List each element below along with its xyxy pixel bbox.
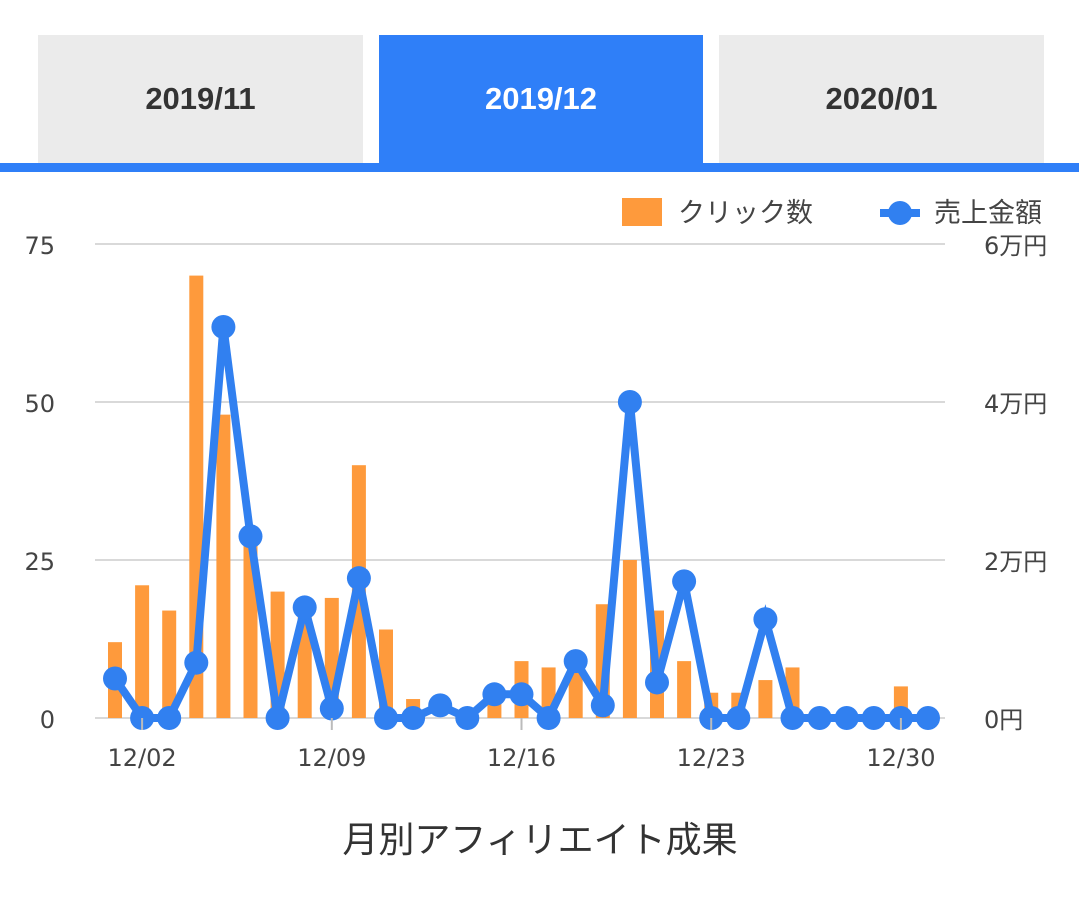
tab-2020-01[interactable]: 2020/01 [719, 35, 1044, 163]
sales-point [401, 706, 426, 730]
click-bar [216, 414, 231, 718]
x-tick-label: 12/16 [487, 744, 556, 772]
click-bar [758, 680, 773, 718]
sales-point [509, 682, 534, 707]
x-tick-label: 12/02 [108, 744, 177, 772]
click-bar [622, 560, 637, 718]
sales-point [916, 706, 940, 730]
sales-point [753, 607, 778, 632]
sales-point [861, 706, 886, 730]
sales-point [482, 682, 507, 707]
click-bar [135, 585, 150, 718]
sales-point [319, 696, 344, 721]
sales-point [726, 706, 751, 730]
sales-point [536, 706, 561, 730]
sales-point [617, 390, 642, 414]
y-right-tick-label: 6万円 [984, 232, 1047, 260]
sales-point [374, 706, 398, 730]
month-tabs: 2019/11 2019/12 2020/01 [0, 0, 1079, 172]
sales-point [780, 706, 805, 730]
y-left-tick-label: 0 [40, 706, 55, 734]
tab-2019-12[interactable]: 2019/12 [379, 35, 703, 163]
y-left-tick-label: 25 [24, 548, 55, 576]
sales-point [672, 569, 697, 594]
y-left-tick-label: 75 [24, 232, 55, 260]
sales-point [563, 649, 588, 674]
y-left-tick-label: 50 [24, 390, 55, 418]
x-tick-label: 12/23 [677, 744, 746, 772]
y-right-tick-label: 0円 [984, 706, 1023, 734]
sales-point [238, 524, 263, 549]
y-right-tick-label: 4万円 [984, 390, 1047, 418]
tab-2019-11[interactable]: 2019/11 [38, 35, 363, 163]
y-right-tick-label: 2万円 [984, 548, 1047, 576]
sales-point [834, 706, 859, 730]
click-bar [568, 667, 583, 718]
legend-sales-label: 売上金額 [934, 198, 1042, 229]
sales-point [184, 650, 209, 675]
legend-line-marker [888, 201, 912, 225]
sales-point [292, 595, 317, 620]
sales-point [157, 706, 182, 730]
axes: 0 0円 25 2万円 50 4万円 75 6万円 12/02 12/09 12/16 12/23 12… [24, 232, 1047, 772]
tab-underline [0, 163, 1079, 172]
x-tick-label: 12/30 [866, 744, 935, 772]
sales-point [103, 666, 127, 691]
legend: クリック数 売上金額 [622, 198, 1042, 229]
x-tick-label: 12/09 [297, 744, 366, 772]
sales-point [428, 693, 453, 718]
click-bar [677, 661, 692, 718]
sales-point [455, 706, 480, 730]
sales-point [211, 314, 236, 339]
sales-point [645, 670, 669, 695]
sales-point [265, 706, 290, 730]
affiliate-chart: 0 0円 25 2万円 50 4万円 75 6万円 12/02 12/09 12/16 12/23 12… [24, 198, 1047, 861]
legend-click-count-label: クリック数 [678, 198, 813, 229]
sales-line-path [111, 326, 928, 725]
sales-point [807, 706, 832, 730]
sales-point [346, 566, 371, 591]
legend-bar-swatch [622, 198, 662, 226]
click-bar [162, 610, 177, 718]
sales-point [590, 693, 615, 718]
chart-title: 月別アフィリエイト成果 [342, 820, 737, 861]
